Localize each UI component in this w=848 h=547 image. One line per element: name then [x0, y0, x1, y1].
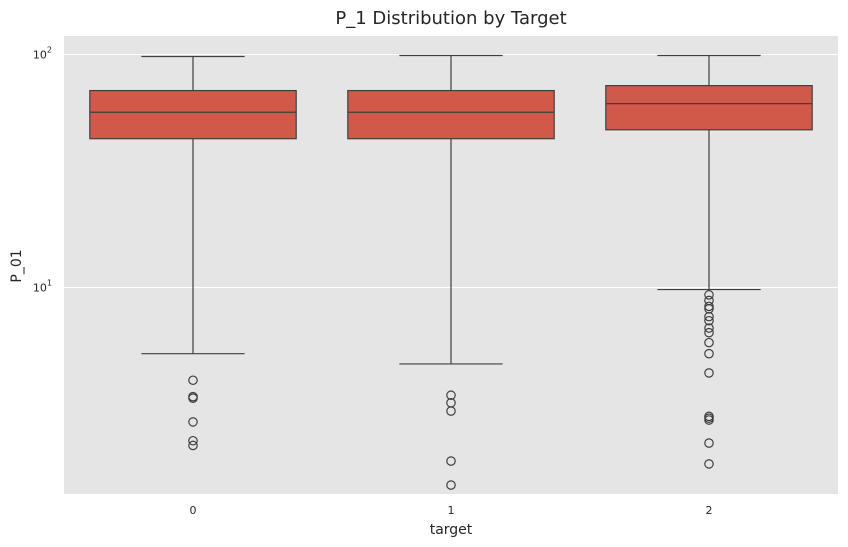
outlier-point — [188, 375, 198, 386]
outlier-point — [704, 415, 714, 425]
iqr-box — [89, 89, 297, 140]
outlier-point — [704, 315, 714, 326]
box-group — [605, 54, 813, 469]
x-tick-label: 2 — [706, 504, 713, 517]
outlier-point — [704, 301, 714, 312]
ticks-layer: 101 102 0 1 2 — [33, 45, 713, 517]
outlier-point — [704, 290, 714, 300]
outlier-point — [188, 417, 198, 427]
outlier-point — [704, 327, 714, 338]
outlier-point — [704, 459, 714, 469]
box-group — [89, 55, 297, 451]
iqr-box — [605, 85, 813, 131]
outlier-point — [704, 368, 714, 378]
outlier-point — [704, 304, 714, 314]
y-tick-label: 102 — [33, 45, 52, 61]
x-tick-label: 0 — [190, 504, 197, 517]
outlier-point — [188, 440, 198, 451]
chart-title: P_1 Distribution by Target — [335, 8, 566, 29]
outlier-point — [188, 435, 198, 446]
outlier-point — [704, 438, 714, 448]
y-axis-label: P_01 — [9, 249, 25, 282]
iqr-box — [347, 89, 555, 140]
boxes-layer — [89, 54, 813, 490]
outlier-point — [446, 390, 456, 401]
outlier-point — [704, 323, 714, 333]
x-tick-label: 1 — [448, 504, 455, 517]
outlier-point — [704, 348, 714, 359]
box-group — [347, 54, 555, 490]
outlier-point — [446, 480, 456, 490]
outlier-point — [188, 393, 198, 403]
outlier-point — [704, 311, 714, 322]
outlier-point — [446, 456, 456, 466]
y-tick-label: 101 — [33, 279, 52, 295]
outlier-point — [704, 337, 714, 348]
outlier-point — [446, 406, 456, 416]
x-axis-label: target — [430, 522, 473, 538]
